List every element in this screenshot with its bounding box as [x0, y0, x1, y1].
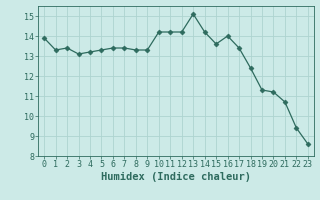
X-axis label: Humidex (Indice chaleur): Humidex (Indice chaleur) — [101, 172, 251, 182]
